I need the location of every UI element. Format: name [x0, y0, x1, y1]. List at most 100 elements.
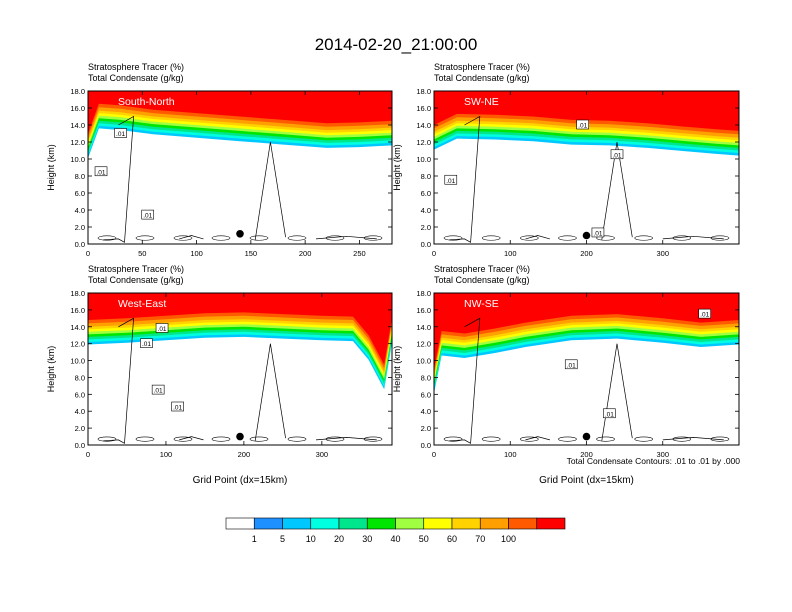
- y-tick-label: 6.0: [421, 390, 431, 399]
- chart-panel: Stratosphere Tracer (%)Total Condensate …: [46, 264, 393, 486]
- colorbar-label: 1: [252, 534, 257, 544]
- contour-label-box: [610, 149, 624, 160]
- y-tick-label: 16.0: [70, 306, 85, 315]
- y-tick-label: 8.0: [75, 373, 85, 382]
- contour-label: .01: [142, 341, 151, 348]
- panel-title-tracer: Stratosphere Tracer (%): [434, 264, 530, 274]
- y-tick-label: 10.0: [416, 357, 431, 366]
- location-marker: [236, 230, 244, 238]
- plot-frame: [87, 90, 393, 245]
- y-tick-label: 18.0: [416, 87, 431, 96]
- x-tick-label: 300: [316, 450, 329, 459]
- x-tick-label: 100: [504, 249, 517, 258]
- colorbar-swatch: [338, 517, 368, 530]
- condensate-contour: [520, 235, 539, 241]
- y-tick-label: 6.0: [421, 189, 431, 198]
- x-tick-label: 0: [432, 249, 436, 258]
- colorbar-swatch: [508, 517, 538, 530]
- y-tick-label: 16.0: [416, 306, 431, 315]
- contour-label: .01: [567, 362, 576, 369]
- contour-label: .01: [578, 123, 587, 130]
- condensate-contour: [596, 235, 615, 241]
- y-tick-label: 18.0: [416, 289, 431, 298]
- condensate-contour: [710, 436, 730, 442]
- contour-label: .01: [116, 131, 125, 138]
- plot-area: .01 .01 .01 .01: [434, 91, 739, 244]
- contour-label: .01: [158, 326, 167, 333]
- x-tick-label: 100: [160, 450, 173, 459]
- x-tick-label: 300: [656, 249, 669, 258]
- colorbar-swatch: [253, 517, 283, 530]
- condensate-contour: [325, 235, 345, 241]
- condensate-contour: [449, 115, 481, 243]
- condensate-contour: [179, 235, 204, 240]
- condensate-contour: [254, 141, 286, 240]
- y-tick-label: 0.0: [421, 441, 431, 450]
- contour-label: .01: [143, 213, 152, 220]
- condensate-contour: [249, 436, 269, 442]
- y-tick-label: 8.0: [75, 172, 85, 181]
- contour-label: .01: [173, 405, 182, 412]
- contour-label: .01: [154, 388, 163, 395]
- x-axis-label: Grid Point (dx=15km): [539, 475, 634, 486]
- contour-label-box: [114, 128, 127, 138]
- panel-title-condensate: Total Condensate (g/kg): [434, 73, 530, 83]
- panel-title-tracer: Stratosphere Tracer (%): [88, 264, 184, 274]
- x-tick-label: 200: [299, 249, 312, 258]
- panel-label: South-North: [118, 96, 175, 108]
- tracer-band: [434, 293, 739, 369]
- contour-label-box: [444, 174, 458, 185]
- condensate-contour: [443, 235, 463, 241]
- y-tick-label: 4.0: [421, 407, 431, 416]
- plot-frame: [87, 292, 393, 446]
- y-tick-label: 4.0: [421, 206, 431, 215]
- condensate-contour: [601, 141, 633, 240]
- condensate-contour: [173, 235, 193, 241]
- tracer-band: [434, 91, 739, 102]
- contour-label: .01: [612, 152, 621, 159]
- colorbar-label: 10: [306, 534, 316, 544]
- y-tick-label: 2.0: [421, 424, 431, 433]
- y-tick-label: 8.0: [421, 373, 431, 382]
- condensate-contour: [254, 343, 286, 441]
- condensate-contour: [249, 235, 269, 241]
- contour-label-box: [591, 227, 605, 238]
- colorbar-swatch: [479, 517, 509, 530]
- condensate-contour: [596, 436, 615, 442]
- panel-label: SW-NE: [464, 96, 499, 108]
- panel-title-tracer: Stratosphere Tracer (%): [88, 62, 184, 72]
- condensate-contour: [287, 436, 307, 442]
- colorbar-label: 60: [447, 534, 457, 544]
- x-tick-label: 250: [353, 249, 366, 258]
- location-marker: [236, 432, 244, 441]
- x-tick-label: 200: [580, 450, 593, 459]
- condensate-contour: [179, 436, 204, 441]
- contour-label: .01: [700, 312, 709, 319]
- y-tick-label: 14.0: [416, 121, 431, 130]
- condensate-contour: [481, 235, 501, 241]
- location-marker: [582, 432, 591, 441]
- condensate-contour: [97, 436, 117, 442]
- condensate-contour: [525, 235, 550, 240]
- y-tick-label: 2.0: [75, 223, 85, 232]
- y-tick-label: 10.0: [416, 155, 431, 164]
- panel-title-condensate: Total Condensate (g/kg): [434, 275, 530, 285]
- y-tick-label: 4.0: [75, 206, 85, 215]
- chart-panel: Stratosphere Tracer (%)Total Condensate …: [46, 62, 393, 258]
- contour-label-box: [140, 338, 153, 348]
- y-tick-label: 0.0: [421, 240, 431, 249]
- y-tick-label: 12.0: [416, 340, 431, 349]
- condensate-contour: [363, 235, 383, 241]
- contour-label-box: [141, 209, 155, 220]
- panel-label: West-East: [118, 298, 166, 310]
- colorbar-swatch: [282, 517, 312, 530]
- x-tick-label: 100: [504, 450, 517, 459]
- colorbar-swatch: [395, 517, 425, 530]
- y-tick-label: 10.0: [70, 357, 85, 366]
- location-marker: [582, 231, 591, 240]
- colorbar-swatch: [451, 517, 481, 530]
- y-tick-label: 16.0: [416, 104, 431, 113]
- y-tick-label: 10.0: [70, 155, 85, 164]
- tracer-band: [88, 91, 392, 134]
